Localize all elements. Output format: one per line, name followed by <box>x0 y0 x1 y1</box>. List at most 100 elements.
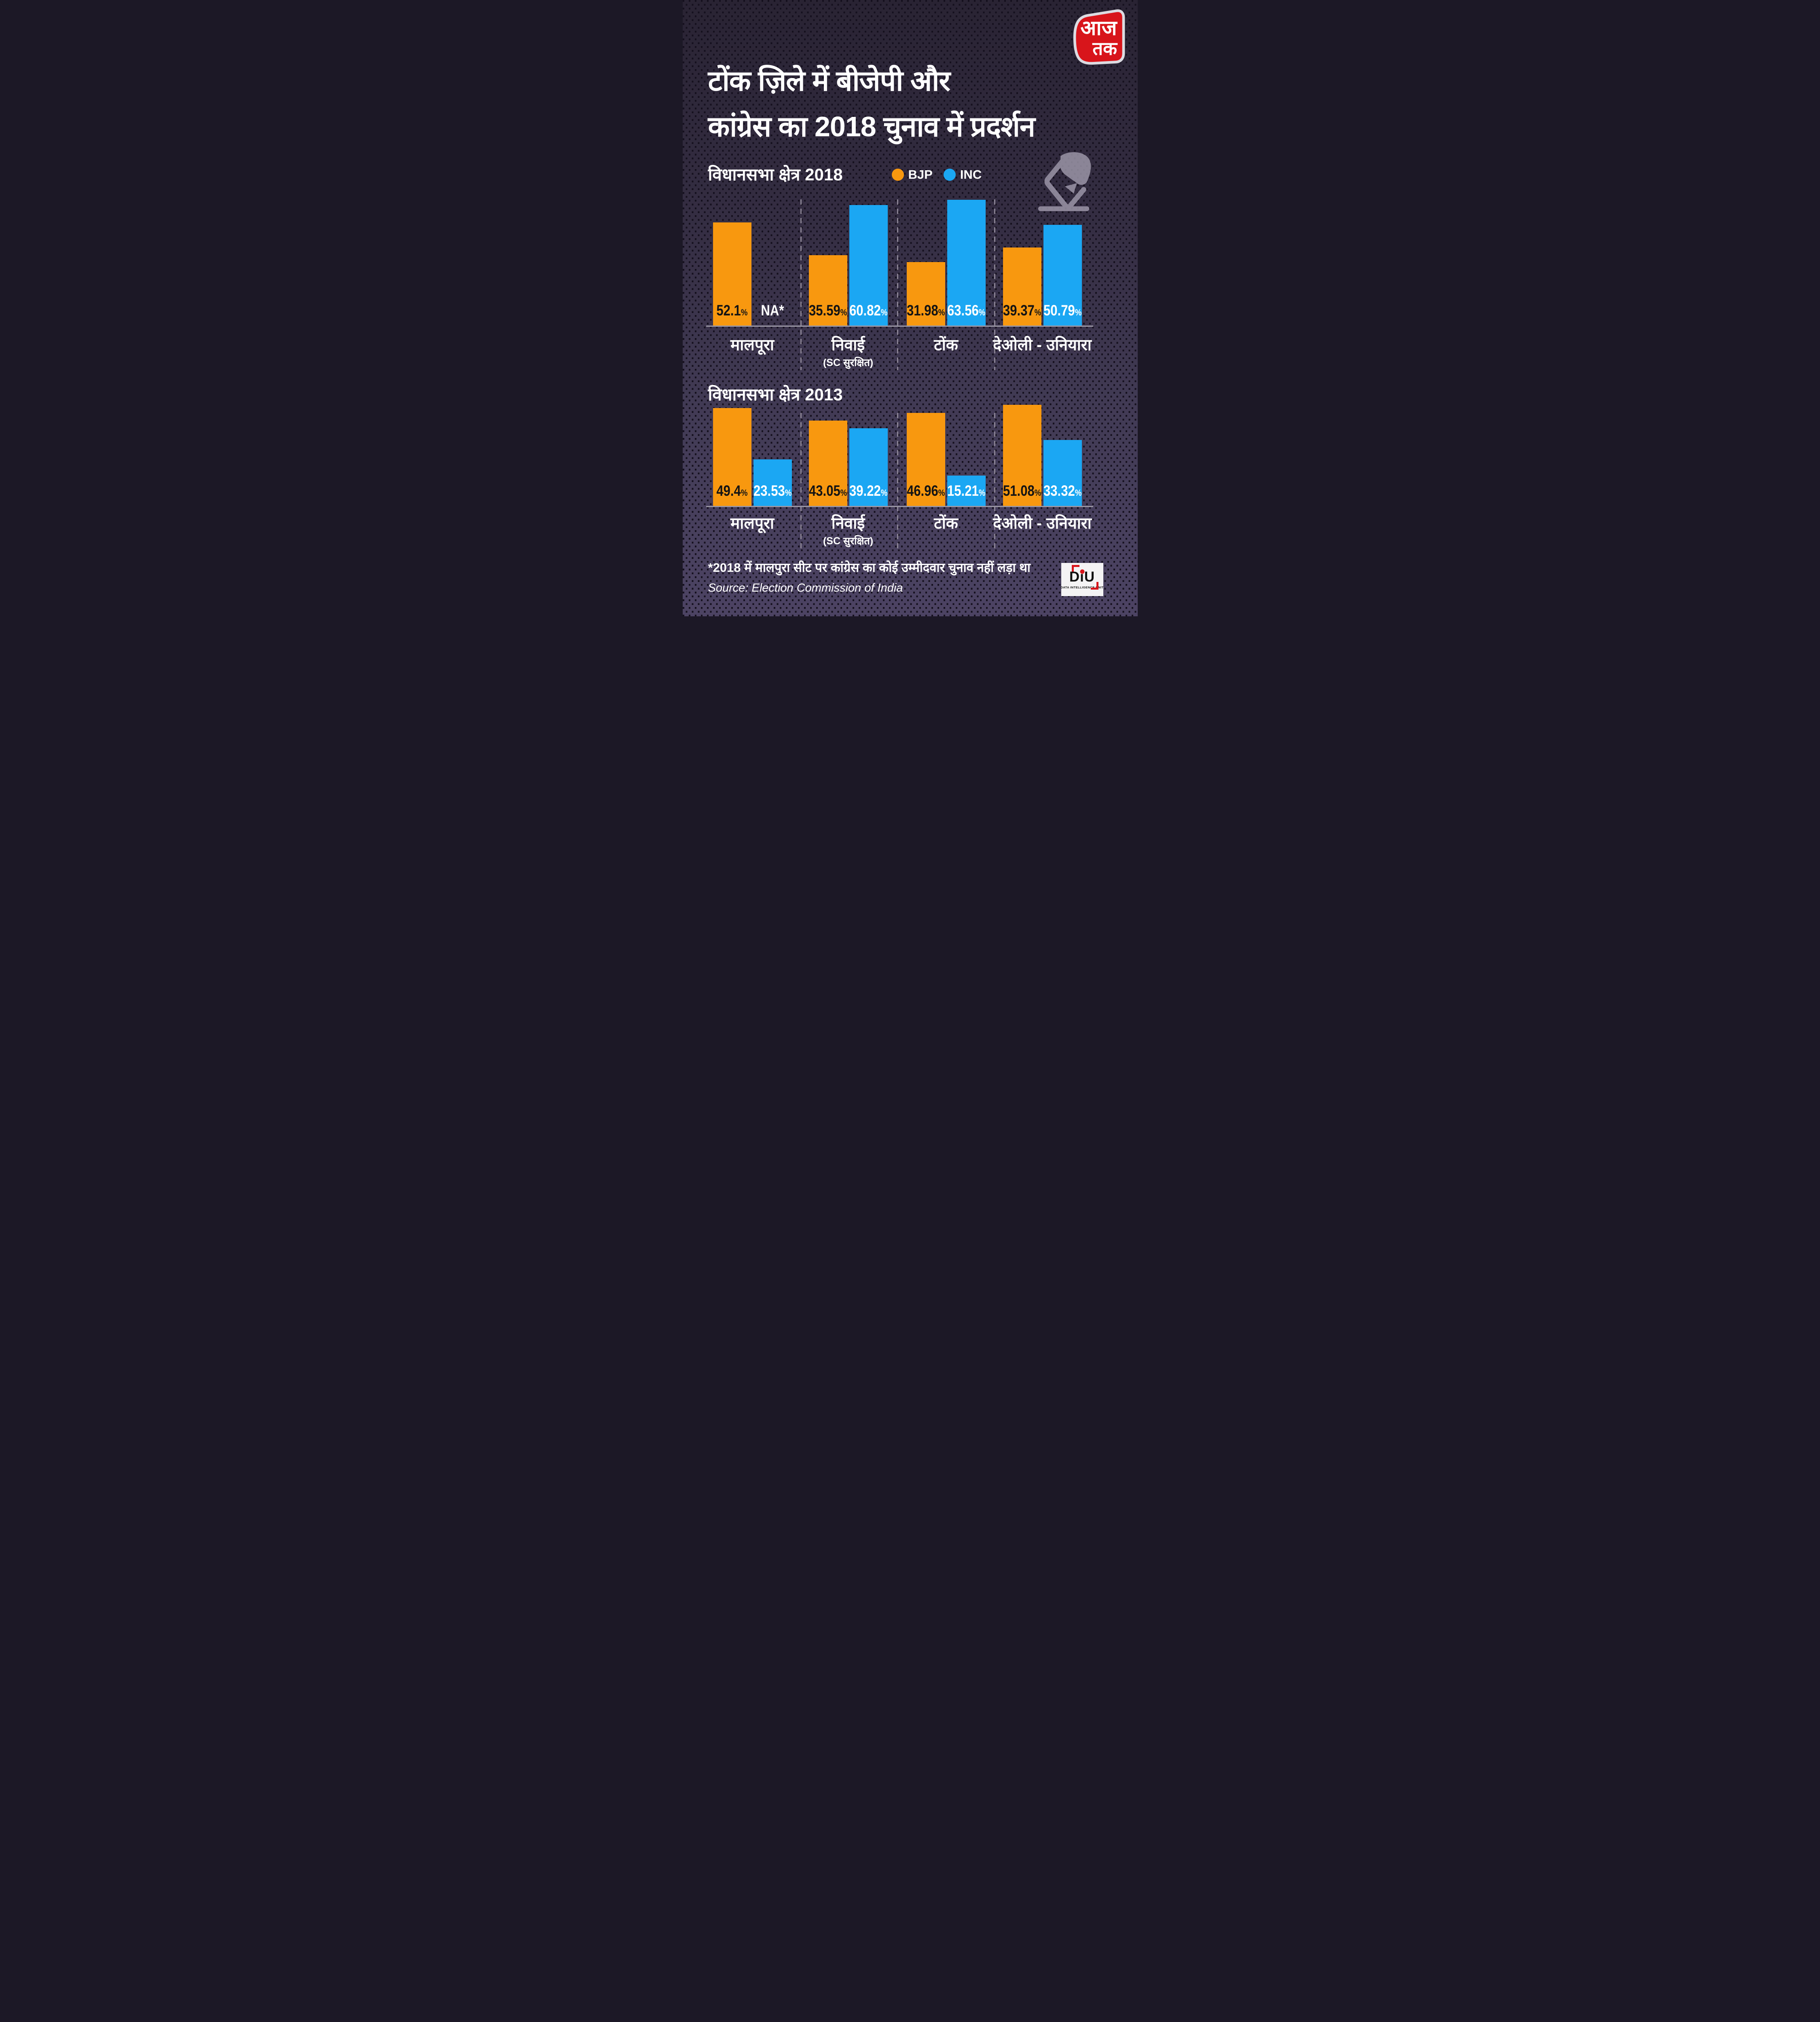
category-label: मालपूरा <box>730 515 775 532</box>
legend-label-bjp: BJP <box>908 167 933 182</box>
bar-bjp: 49.4% <box>713 408 751 506</box>
legend: BJP INC <box>891 166 982 184</box>
bar-value-number: 49.4 <box>716 482 741 499</box>
group-separator <box>994 199 995 370</box>
diu-dot-icon <box>1080 569 1084 574</box>
bar-inc: 15.21% <box>947 476 986 506</box>
group-separator <box>897 413 898 550</box>
legend-dot-bjp-icon <box>891 169 904 181</box>
bar-value: 15.21% <box>947 483 985 506</box>
aajtak-text-line1: आज <box>1080 16 1117 39</box>
na-slot: NA* <box>753 289 792 326</box>
bar-bjp: 35.59% <box>808 255 847 326</box>
bar-bjp: 43.05% <box>808 421 847 506</box>
bar-value-unit: % <box>938 488 945 498</box>
bar-value-number: 31.98 <box>906 302 938 319</box>
legend-label-inc: INC <box>960 167 982 182</box>
section-title-2013: विधानसभा क्षेत्र 2013 <box>708 385 843 404</box>
bar-value-number: 23.53 <box>753 482 785 499</box>
category-label: मालपूरा <box>730 336 775 354</box>
bar-value-unit: % <box>840 307 847 317</box>
footnote: *2018 में मालपुरा सीट पर कांग्रेस का कोई… <box>708 560 1031 575</box>
bar-value-number: 35.59 <box>808 302 840 319</box>
bar-inc: 60.82% <box>849 205 888 326</box>
chart-2013: 49.4% 23.53% 43.05% 39.22% 46.96% 15.21% 51.08… <box>683 402 1138 550</box>
bar-bjp: 46.96% <box>906 413 945 506</box>
bar-value-unit: % <box>741 307 748 317</box>
category-label: देओली - उनियारा <box>993 336 1092 354</box>
bar-value: 60.82% <box>849 303 887 326</box>
category-label: निवाई <box>831 336 865 354</box>
bar-value-unit: % <box>1075 488 1082 498</box>
diu-bracket-bottomright-icon <box>1090 582 1098 590</box>
category-row-2013: मालपूरा निवाई (SC सुरक्षित) टोंक देओली - उनि… <box>683 510 1138 550</box>
bar-value: 52.1% <box>716 303 747 326</box>
bar-value-unit: % <box>978 307 986 317</box>
diu-logo: DiU DATA INTELLIGENCE UNIT <box>1061 563 1103 596</box>
bar-inc: 39.22% <box>849 428 888 506</box>
infographic-poster: आज तक टोंक ज़िले में बीजेपी और कांग्रेस … <box>682 0 1138 616</box>
title-line2: कांग्रेस का 2018 चुनाव में प्रदर्शन <box>708 111 1035 142</box>
legend-dot-inc-icon <box>943 169 956 181</box>
diu-bracket-topleft-icon <box>1071 565 1079 573</box>
category-label: टोंक <box>934 515 958 532</box>
bar-value: 39.37% <box>1003 303 1041 326</box>
na-value: NA* <box>761 302 784 319</box>
bar-value-unit: % <box>785 488 792 498</box>
bar-value-unit: % <box>880 307 888 317</box>
footer: *2018 में मालपुरा सीट पर कांग्रेस का कोई… <box>708 559 1138 616</box>
bar-bjp: 51.08% <box>1003 405 1041 506</box>
bar-value-number: 50.79 <box>1043 302 1075 319</box>
bar-value: 49.4% <box>716 483 747 506</box>
bar-value: 50.79% <box>1043 303 1081 326</box>
category-label: निवाई <box>831 515 865 532</box>
bar-value-number: 60.82 <box>849 302 881 319</box>
bar-value: 51.08% <box>1003 483 1041 506</box>
ballot-hand-icon <box>1038 152 1091 212</box>
bar-value: 63.56% <box>947 303 985 326</box>
bar-inc: 33.32% <box>1043 440 1082 506</box>
group-separator <box>897 199 898 370</box>
bar-value-unit: % <box>1034 488 1041 498</box>
bar-value: 23.53% <box>753 483 791 506</box>
title-line1: टोंक ज़िले में बीजेपी और <box>708 65 951 97</box>
bar-value-number: 52.1 <box>716 302 741 319</box>
chart-2018: 52.1% NA* 35.59% 60.82% 31.98% 63.56% 39.37% 50… <box>683 188 1138 370</box>
axis-baseline <box>706 326 1093 327</box>
bar-bjp: 52.1% <box>713 222 751 326</box>
section-header-2013: विधानसभा क्षेत्र 2013 <box>708 384 1112 408</box>
aajtak-text-line2: तक <box>1092 38 1118 59</box>
bar-value: 43.05% <box>809 483 847 506</box>
bar-value-unit: % <box>880 488 888 498</box>
aajtak-logo: आज तक <box>1073 9 1125 65</box>
bar-value: 39.22% <box>849 483 887 506</box>
bar-value-unit: % <box>1075 307 1082 317</box>
bar-value-number: 51.08 <box>1003 482 1035 499</box>
bar-value-number: 33.32 <box>1043 482 1075 499</box>
bar-value-number: 43.05 <box>808 482 840 499</box>
bar-value-unit: % <box>1034 307 1041 317</box>
section-header-2018: विधानसभा क्षेत्र 2018 BJP INC <box>708 152 1112 212</box>
category-label: देओली - उनियारा <box>993 515 1092 532</box>
group-separator <box>800 199 802 370</box>
bar-value: 33.32% <box>1043 483 1081 506</box>
bar-value: 35.59% <box>809 303 847 326</box>
bar-inc: 63.56% <box>947 200 986 326</box>
bar-value: 31.98% <box>907 303 945 326</box>
bar-value-number: 63.56 <box>947 302 979 319</box>
bar-inc: 50.79% <box>1043 225 1082 326</box>
group-separator <box>800 413 802 550</box>
bar-value-number: 39.22 <box>849 482 881 499</box>
bar-bjp: 39.37% <box>1003 247 1041 326</box>
bar-value-unit: % <box>741 488 748 498</box>
bar-bjp: 31.98% <box>906 262 945 326</box>
diu-tagline: DATA INTELLIGENCE UNIT <box>1060 586 1104 589</box>
category-note: (SC सुरक्षित) <box>823 535 874 547</box>
bar-inc: 23.53% <box>753 459 792 506</box>
category-label: टोंक <box>934 336 958 354</box>
page-title: टोंक ज़िले में बीजेपी और कांग्रेस का 201… <box>708 58 1035 150</box>
aajtak-shield-icon <box>1073 9 1125 65</box>
section-title-2018: विधानसभा क्षेत्र 2018 <box>708 165 843 184</box>
category-note: (SC सुरक्षित) <box>823 357 874 368</box>
bar-value-unit: % <box>840 488 847 498</box>
